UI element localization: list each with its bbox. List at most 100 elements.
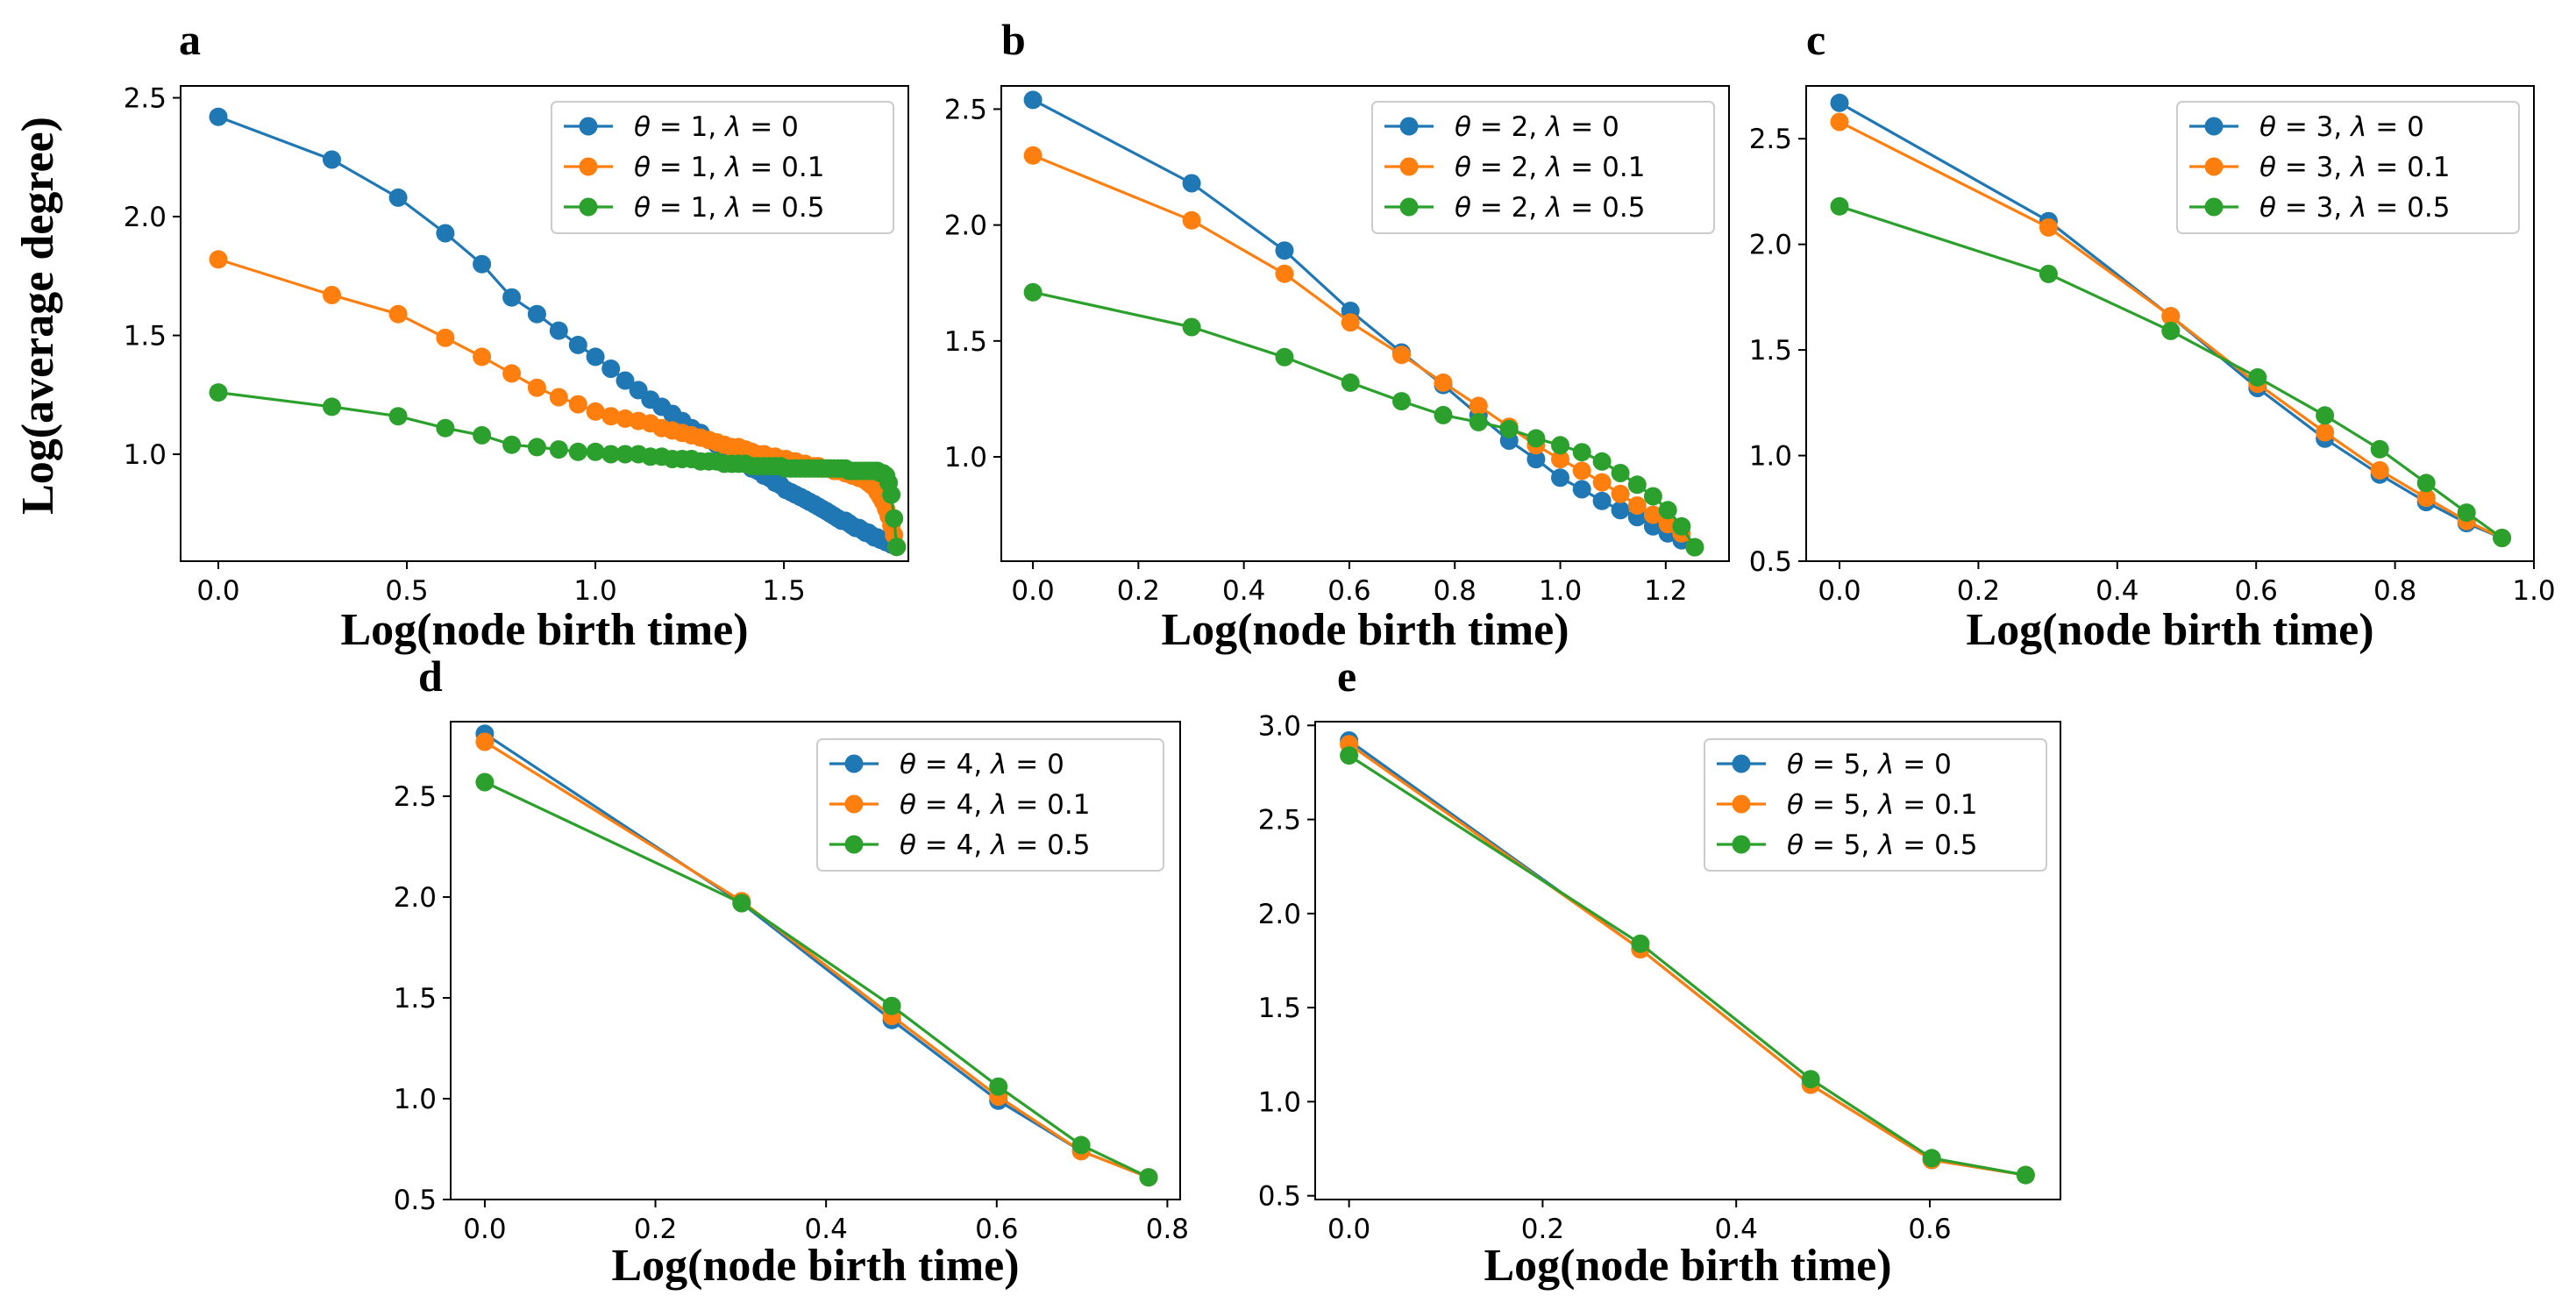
legend-label-b-0: θ = 2, λ = 0 — [1455, 111, 1619, 143]
xtick-label-b-4: 0.8 — [1434, 575, 1477, 607]
data-point-c-2-0 — [1830, 196, 1849, 216]
series-group-e — [1340, 731, 2035, 1185]
xtick-label-b-2: 0.4 — [1222, 575, 1265, 607]
data-point-c-2-1 — [2039, 264, 2058, 283]
data-point-a-2-9 — [586, 442, 605, 461]
ytick-label-d-2: 1.5 — [394, 983, 437, 1015]
axes-frame-b — [1000, 85, 1730, 562]
data-point-a-0-10 — [601, 360, 621, 378]
axes-frame-d — [450, 721, 1181, 1200]
data-point-b-1-10 — [1572, 461, 1591, 481]
ytick-label-e-1: 1.0 — [1258, 1086, 1301, 1118]
data-point-b-0-1 — [1182, 174, 1201, 193]
legend-label-b-2: θ = 2, λ = 0.5 — [1455, 192, 1645, 224]
data-point-b-1-4 — [1392, 345, 1411, 365]
data-point-a-0-0 — [209, 107, 228, 126]
data-point-d-2-2 — [882, 996, 901, 1015]
legend-marker-d-2 — [844, 835, 864, 854]
panel-letter-e: e — [1337, 651, 1356, 701]
panel-e: e 0.0 0.2 0.4 0.6 0.5 1.0 1.5 2.0 2.5 3.0 Log(node … — [1258, 651, 2061, 1291]
data-point-b-2-7 — [1499, 419, 1519, 438]
data-point-a-2-61 — [885, 509, 904, 528]
ytick-label-e-3: 2.0 — [1258, 899, 1301, 930]
data-point-b-2-6 — [1469, 412, 1488, 431]
ytick-label-d-4: 2.5 — [394, 781, 437, 813]
ytick-label-c-1: 1.0 — [1749, 441, 1792, 473]
ytick-label-a-3: 2.5 — [124, 83, 167, 115]
legend-box-d — [816, 738, 1164, 872]
panel-a: a 0.0 0.5 1.0 1.5 1.0 1.5 2.0 2.5 Log(node birth … — [124, 15, 909, 655]
data-point-b-1-1 — [1182, 210, 1201, 230]
data-point-a-0-1 — [323, 150, 341, 169]
data-point-d-2-1 — [732, 894, 751, 913]
legend-label-a-2: θ = 1, λ = 0.5 — [634, 192, 824, 224]
legend-marker-a-0 — [579, 117, 598, 136]
xtick-label-e-3: 0.6 — [1908, 1214, 1951, 1245]
data-point-c-2-4 — [2316, 406, 2335, 425]
legend-marker-b-2 — [1399, 197, 1419, 217]
data-point-b-2-17 — [1685, 538, 1704, 557]
legend-box-e — [1704, 738, 2047, 872]
legend-marker-d-0 — [844, 754, 864, 773]
data-point-b-1-3 — [1341, 313, 1360, 332]
ytick-label-e-0: 0.5 — [1258, 1181, 1301, 1213]
legend-label-c-2: θ = 3, λ = 0.5 — [2259, 192, 2450, 224]
series-group-d — [475, 724, 1158, 1187]
legend-a: θ = 1, λ = 0 θ = 1, λ = 0.1 θ = 1, λ = 0.5 — [551, 101, 894, 234]
data-point-b-2-16 — [1672, 516, 1691, 536]
panel-c: c 0.0 0.2 0.4 0.6 0.8 1.0 0.5 1.0 1.5 2.0 2.5 Log(no… — [1749, 15, 2556, 655]
xtick-label-a-3: 1.5 — [762, 575, 805, 607]
data-point-b-2-14 — [1643, 487, 1662, 506]
figure-ylabel: Log(average degree) — [13, 117, 63, 515]
data-point-b-0-8 — [1526, 450, 1546, 469]
legend-box-b — [1371, 101, 1715, 234]
ytick-label-d-3: 2.0 — [394, 882, 437, 914]
xtick-label-b-1: 0.2 — [1117, 575, 1160, 607]
ytick-label-e-4: 2.5 — [1258, 805, 1301, 837]
data-point-b-0-9 — [1551, 468, 1569, 488]
data-point-e-2-0 — [1340, 746, 1359, 765]
data-point-d-2-0 — [475, 772, 495, 792]
data-point-b-0-11 — [1592, 491, 1612, 510]
panel-letter-d: d — [418, 651, 443, 701]
data-point-a-2-3 — [436, 418, 455, 438]
data-point-a-2-6 — [527, 438, 546, 457]
data-point-c-2-2 — [2161, 321, 2181, 340]
legend-label-d-1: θ = 4, λ = 0.1 — [900, 789, 1090, 821]
data-point-a-1-1 — [323, 286, 341, 304]
data-point-a-1-0 — [209, 250, 228, 269]
data-point-a-2-11 — [616, 445, 635, 464]
data-point-c-2-5 — [2370, 439, 2389, 459]
data-point-b-2-2 — [1275, 347, 1294, 367]
data-point-b-2-15 — [1658, 501, 1677, 520]
series-line-d-1 — [484, 740, 1149, 1179]
legend-label-d-2: θ = 4, λ = 0.5 — [900, 829, 1090, 861]
legend-b: θ = 2, λ = 0 θ = 2, λ = 0.1 θ = 2, λ = 0.5 — [1371, 101, 1715, 234]
data-point-c-1-6 — [2416, 488, 2436, 508]
data-point-d-2-3 — [989, 1077, 1008, 1096]
data-point-c-1-4 — [2316, 423, 2335, 442]
series-group-a — [209, 107, 907, 557]
data-point-b-0-2 — [1275, 241, 1294, 260]
data-point-b-1-5 — [1434, 373, 1453, 392]
data-point-c-2-7 — [2457, 503, 2476, 523]
data-point-c-2-3 — [2248, 367, 2267, 387]
data-point-a-0-4 — [473, 254, 492, 274]
xtick-label-c-4: 0.8 — [2373, 575, 2416, 607]
legend-marker-a-2 — [579, 197, 598, 217]
data-point-d-2-4 — [1071, 1136, 1091, 1155]
xtick-label-c-5: 1.0 — [2512, 575, 2555, 607]
legend-e: θ = 5, λ = 0 θ = 5, λ = 0.1 θ = 5, λ = 0.5 — [1704, 738, 2047, 872]
data-point-b-0-10 — [1572, 480, 1591, 499]
axes-frame-a — [180, 85, 909, 562]
xtick-label-a-2: 1.0 — [573, 575, 616, 607]
xtick-label-d-1: 0.2 — [634, 1214, 677, 1245]
data-point-a-2-4 — [473, 425, 492, 445]
legend-label-c-0: θ = 3, λ = 0 — [2259, 111, 2424, 143]
legend-box-c — [2176, 101, 2520, 234]
data-point-c-1-2 — [2161, 307, 2181, 326]
data-point-e-2-1 — [1631, 934, 1650, 953]
panel-letter-b: b — [1001, 15, 1026, 64]
data-point-a-1-7 — [549, 388, 568, 407]
xtick-label-d-2: 0.4 — [805, 1214, 848, 1245]
